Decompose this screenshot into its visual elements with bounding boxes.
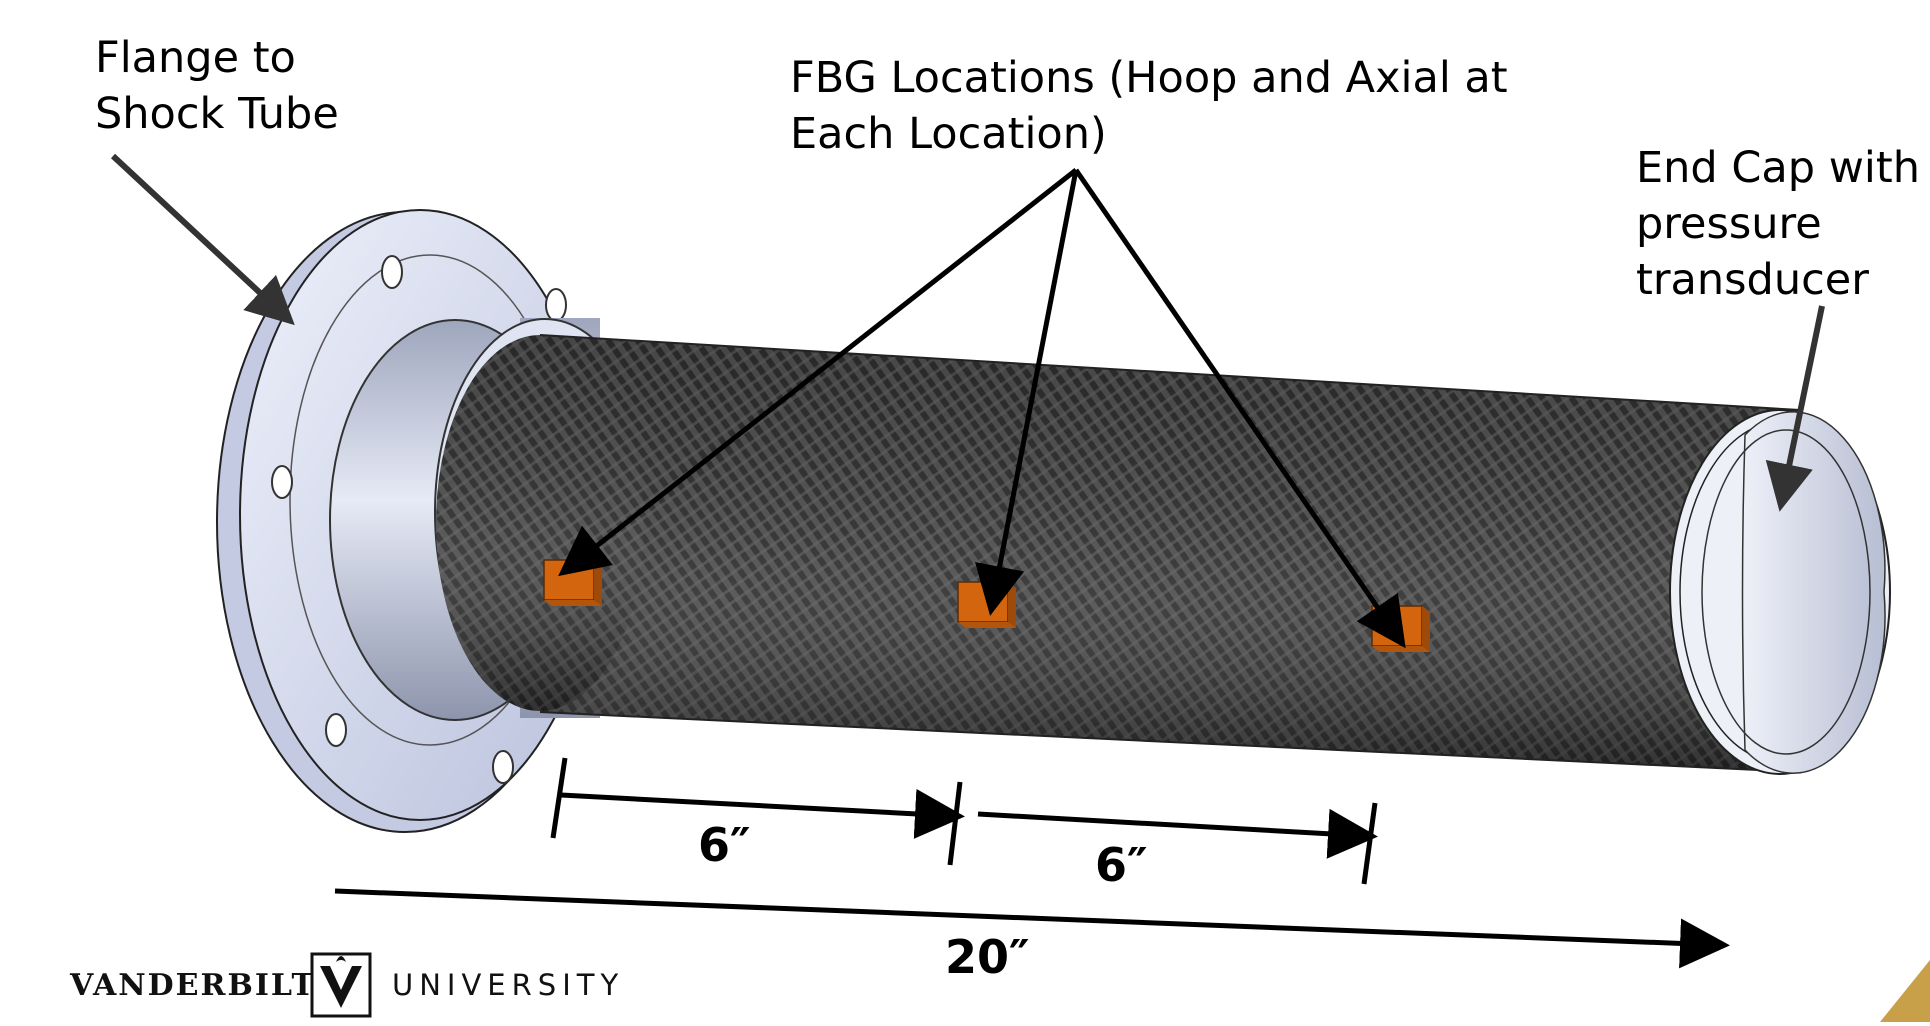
end-cap-label: End Cap with pressure transducer	[1636, 143, 1920, 305]
carbon-fiber-tube	[436, 334, 1801, 773]
fbg-sensor-2	[957, 581, 1016, 628]
dimension-label-spacing-1: 6″	[698, 818, 751, 872]
flange-callout-arrow	[110, 153, 295, 326]
end-cap-callout-arrow	[1765, 305, 1825, 512]
fbg-callout-arrow-2	[975, 169, 1079, 616]
bolt-hole	[381, 255, 403, 289]
bolt-hole	[325, 713, 347, 747]
vanderbilt-logo-mark	[310, 952, 372, 1018]
logo-suffix: UNIVERSITY	[392, 968, 625, 1002]
bolt-hole	[545, 288, 567, 322]
fbg-callout-arrow-1	[558, 168, 1078, 577]
dimension-label-spacing-2: 6″	[1095, 838, 1148, 892]
dimension-label-total: 20″	[945, 930, 1030, 984]
dimension-lines	[334, 757, 1730, 969]
bolt-hole	[492, 750, 514, 784]
logo-name: VANDERBILT	[70, 968, 316, 1003]
corner-accent	[1880, 960, 1930, 1022]
end-cap	[1669, 409, 1891, 775]
fbg-callout-arrow-3	[1073, 168, 1406, 649]
bolt-hole	[271, 465, 293, 499]
flange-label: Flange to Shock Tube	[95, 33, 339, 139]
fbg-label: FBG Locations (Hoop and Axial at Each Lo…	[790, 53, 1508, 159]
